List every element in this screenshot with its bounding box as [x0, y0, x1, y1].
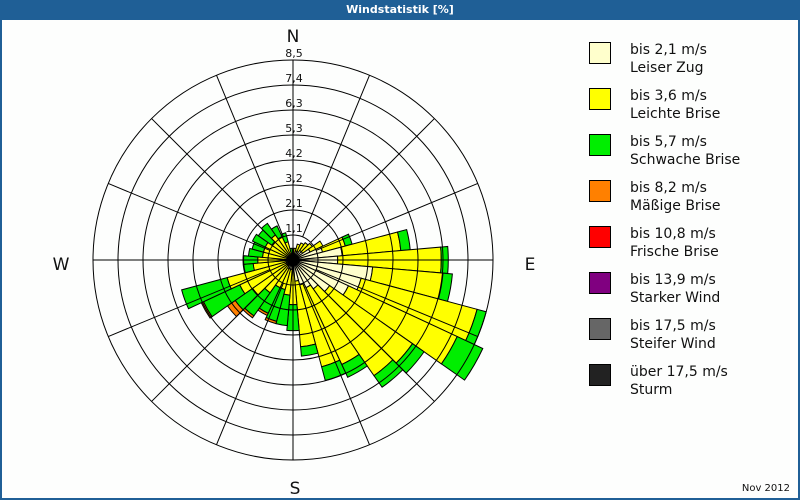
- legend-range: bis 8,2 m/s: [630, 180, 707, 196]
- wind-rose-sectors: [181, 222, 487, 388]
- grid-spoke: [151, 277, 276, 402]
- legend-name: Mäßige Brise: [630, 198, 721, 214]
- legend-swatch-sturm: [589, 364, 611, 386]
- grid-spoke: [302, 282, 370, 445]
- grid-spoke: [310, 118, 435, 243]
- legend-name: Starker Wind: [630, 290, 721, 306]
- legend-swatch-frische-brise: [589, 226, 611, 248]
- wind-rose-chart: 1,1 2,1 3,2 4,2 5,3 6,3 7,4 8,5 N E S W: [53, 27, 536, 499]
- wind-sector-segment: [373, 359, 404, 388]
- legend-range: über 17,5 m/s: [630, 364, 728, 380]
- grid-spoke: [302, 75, 370, 238]
- chart-title: Windstatistik [%]: [0, 0, 800, 20]
- legend-range: bis 13,9 m/s: [630, 272, 716, 288]
- grid-spoke: [216, 282, 284, 445]
- wind-sector-segment: [270, 225, 283, 240]
- wind-sector-segment: [247, 247, 265, 258]
- legend-range: bis 2,1 m/s: [630, 42, 707, 58]
- legend-range: bis 10,8 m/s: [630, 226, 716, 242]
- wind-sector-segment: [341, 353, 368, 378]
- legend-swatch-maessige-brise: [589, 180, 611, 202]
- ring-label: 6,3: [285, 97, 303, 110]
- legend-name: Leiser Zug: [630, 60, 704, 76]
- grid-spoke: [108, 269, 271, 337]
- ring-label: 3,2: [285, 172, 303, 185]
- wind-sector-segment: [289, 247, 293, 254]
- ring-label: 7,4: [285, 72, 303, 85]
- compass-east-label: E: [525, 255, 536, 275]
- legend-name: Schwache Brise: [630, 152, 741, 168]
- legend-swatch-starker-wind: [589, 272, 611, 294]
- grid-spoke: [315, 183, 478, 251]
- ring-label: 4,2: [285, 147, 303, 160]
- legend-name: Sturm: [630, 382, 673, 398]
- compass-south-label: S: [290, 479, 301, 499]
- legend-name: Frische Brise: [630, 244, 719, 260]
- wind-sector-segment: [251, 233, 269, 248]
- grid-spoke: [315, 269, 478, 337]
- grid-spoke: [216, 75, 284, 238]
- ring-label: 2,1: [285, 197, 303, 210]
- legend-swatch-steifer-wind: [589, 318, 611, 340]
- ring-label: 8,5: [285, 47, 303, 60]
- grid-spoke: [310, 277, 435, 402]
- grid-spoke: [151, 118, 276, 243]
- legend-swatch-schwache-brise: [589, 134, 611, 156]
- wind-sector-segment: [260, 222, 277, 240]
- compass-west-label: W: [53, 255, 70, 275]
- date-label: Nov 2012: [741, 483, 790, 494]
- legend-range: bis 3,6 m/s: [630, 88, 707, 104]
- ring-labels: 1,1 2,1 3,2 4,2 5,3 6,3 7,4 8,5: [285, 47, 303, 235]
- ring-label: 1,1: [285, 222, 303, 235]
- wind-sector-segment: [300, 343, 319, 357]
- compass-north-label: N: [287, 27, 300, 47]
- legend-name: Steifer Wind: [630, 336, 716, 352]
- legend-range: bis 17,5 m/s: [630, 318, 716, 334]
- legend-swatch-leichte-brise: [589, 88, 611, 110]
- grid-spoke: [108, 183, 271, 251]
- legend-name: Leichte Brise: [630, 106, 721, 122]
- wind-rose-grid: [92, 59, 494, 461]
- ring-label: 5,3: [285, 122, 303, 135]
- legend-swatch-leiser-zug: [589, 42, 611, 64]
- legend-range: bis 5,7 m/s: [630, 134, 707, 150]
